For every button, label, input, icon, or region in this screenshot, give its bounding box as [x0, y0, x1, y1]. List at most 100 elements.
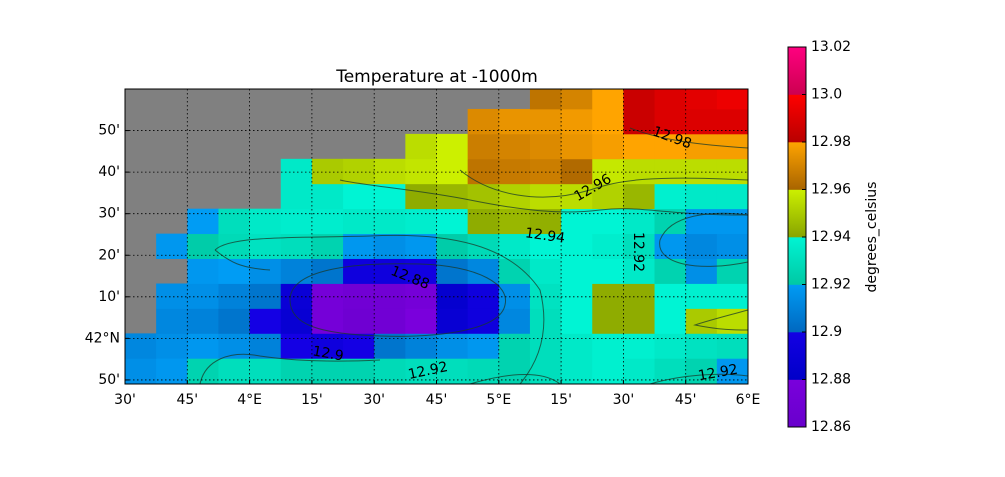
- cell: [654, 133, 687, 160]
- cell: [218, 208, 250, 235]
- cell: [405, 283, 437, 309]
- cell: [467, 108, 500, 135]
- colorbar-tick-label: 12.94: [811, 229, 851, 245]
- cell: [654, 258, 687, 284]
- cell: [467, 283, 500, 309]
- contour-line: [214, 234, 545, 385]
- colorbar-tick-label: 13.02: [811, 39, 851, 55]
- cell: [498, 308, 531, 334]
- y-tick-label: 20': [98, 247, 120, 263]
- cell: [249, 308, 282, 334]
- cell: [685, 208, 718, 235]
- cell: [467, 158, 500, 185]
- colorbar-band: [788, 47, 806, 95]
- cell: [280, 208, 313, 235]
- cell: [498, 158, 531, 185]
- cell: [311, 233, 344, 259]
- cell: [311, 158, 344, 185]
- cell: [218, 358, 250, 384]
- cell: [592, 133, 624, 160]
- cell: [343, 183, 375, 210]
- cell: [311, 208, 344, 235]
- cell: [654, 283, 687, 309]
- colorbar-label: degrees_celsius: [864, 182, 880, 293]
- x-tick-label: 5°E: [486, 392, 511, 408]
- y-tick-label: 10': [98, 289, 120, 305]
- cell: [716, 283, 749, 309]
- colorbar-band: [788, 94, 806, 143]
- cell: [623, 183, 655, 210]
- y-tick-label: 50': [98, 372, 120, 388]
- cell: [249, 283, 282, 309]
- cell: [498, 258, 531, 284]
- cell: [343, 283, 375, 309]
- cell: [592, 108, 624, 135]
- cell: [498, 233, 531, 259]
- cell: [654, 183, 687, 210]
- cell: [561, 158, 593, 185]
- contour-line: [339, 179, 749, 216]
- cell: [529, 333, 562, 359]
- cell: [716, 233, 749, 259]
- cell: [436, 158, 469, 185]
- cell: [685, 158, 718, 185]
- cell: [498, 108, 531, 135]
- contour-line: [629, 127, 749, 149]
- x-tick-label: 30': [114, 392, 136, 408]
- cell: [436, 283, 469, 309]
- cell: [623, 308, 655, 334]
- cell: [218, 233, 250, 259]
- cell: [685, 133, 718, 160]
- cell: [343, 358, 375, 384]
- cell: [561, 89, 593, 110]
- contour-label: 12.92: [697, 362, 739, 385]
- cell: [156, 333, 188, 359]
- contour-label: 12.92: [630, 232, 646, 272]
- cell: [623, 158, 655, 185]
- cell: [716, 89, 749, 110]
- cell: [343, 258, 375, 284]
- cell: [716, 158, 749, 185]
- x-tick-label: 45': [675, 392, 697, 408]
- cell: [529, 233, 562, 259]
- colorbar-band: [788, 284, 806, 333]
- cell: [343, 208, 375, 235]
- cell: [592, 333, 624, 359]
- cell: [654, 108, 687, 135]
- cell: [311, 358, 344, 384]
- cell: [156, 283, 188, 309]
- cell: [529, 358, 562, 384]
- contour-label: 12.9: [311, 343, 344, 364]
- cell: [685, 233, 718, 259]
- colorbar-tick-label: 12.92: [811, 277, 851, 293]
- cell: [467, 183, 500, 210]
- cell: [498, 133, 531, 160]
- cell: [529, 208, 562, 235]
- cell: [623, 283, 655, 309]
- cell: [436, 358, 469, 384]
- cell: [561, 283, 593, 309]
- x-tick-label: 15': [550, 392, 572, 408]
- colorbar-tick-label: 12.88: [811, 372, 851, 388]
- cell: [405, 208, 437, 235]
- cell: [187, 333, 219, 359]
- cell: [529, 283, 562, 309]
- cell: [623, 208, 655, 235]
- cell: [311, 283, 344, 309]
- cell: [343, 233, 375, 259]
- cell: [374, 258, 406, 284]
- cell: [592, 89, 624, 110]
- cell: [374, 158, 406, 185]
- cell: [343, 333, 375, 359]
- cell: [343, 158, 375, 185]
- cell: [592, 208, 624, 235]
- colorbar-tick-label: 12.9: [811, 324, 842, 340]
- chart-title: Temperature at -1000m: [335, 67, 538, 87]
- cell: [280, 283, 313, 309]
- cell: [623, 89, 655, 110]
- cell: [623, 133, 655, 160]
- cell: [311, 258, 344, 284]
- cell: [187, 283, 219, 309]
- cell: [405, 333, 437, 359]
- x-tick-label: 6°E: [736, 392, 761, 408]
